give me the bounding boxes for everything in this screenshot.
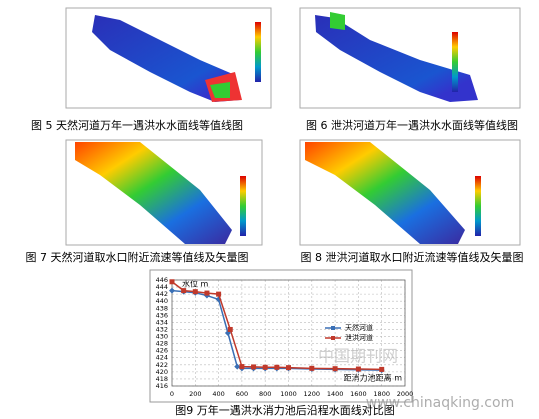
x-tick-label: 1000 <box>280 390 297 398</box>
y-tick-label: 424 <box>156 354 168 362</box>
point <box>234 363 241 370</box>
legend-label: 天然河道 <box>345 323 373 332</box>
y-tick-label: 432 <box>156 325 168 333</box>
legend-marker <box>331 336 335 340</box>
caption: 图 8 泄洪河道取水口附近流速等值线及矢量图 <box>301 250 524 264</box>
y-tick-label: 416 <box>156 382 168 390</box>
caption: 图 6 泄洪河道万年一遇洪水水面线等值线图 <box>306 118 518 132</box>
y-tick-label: 436 <box>156 311 168 319</box>
x-tick-label: 600 <box>236 390 248 398</box>
watermark: www.chinaqking.com <box>366 395 514 411</box>
y-tick-label: 428 <box>156 340 168 348</box>
x-tick-label: 800 <box>259 390 271 398</box>
point <box>262 364 268 370</box>
x-tick-label: 0 <box>170 390 174 398</box>
caption: 图 7 天然河道取水口附近流速等值线及矢量图 <box>26 250 249 264</box>
figure-7 <box>65 139 263 246</box>
watermark: 中国期刊网 <box>318 347 398 366</box>
x-tick-label: 1600 <box>350 390 367 398</box>
plot-area <box>171 279 406 387</box>
y-tick-label: 442 <box>156 290 168 298</box>
point <box>227 326 233 332</box>
point <box>181 288 187 294</box>
y-tick-label: 438 <box>156 304 168 312</box>
x-tick-label: 400 <box>212 390 224 398</box>
point <box>216 291 222 297</box>
point <box>274 364 280 370</box>
point <box>204 290 210 296</box>
y-tick-label: 434 <box>156 318 168 326</box>
point <box>192 289 198 295</box>
x-tick-label: 200 <box>189 390 201 398</box>
chart-title: 图9 万年一遇洪水消力池后沿程水面线对比图 <box>175 403 395 417</box>
point <box>379 366 385 372</box>
y-tick-label: 420 <box>156 368 168 376</box>
x-tick-label: 1400 <box>327 390 344 398</box>
point <box>332 366 338 372</box>
y-tick-label: 422 <box>156 361 168 369</box>
y-tick-label: 440 <box>156 297 168 305</box>
x-axis-label: 距消力池距离 m <box>344 373 403 383</box>
point <box>286 365 291 371</box>
x-tick-label: 1800 <box>373 390 390 398</box>
x-tick-label: 2000 <box>397 390 414 398</box>
figure-6 <box>299 7 521 109</box>
y-tick-label: 418 <box>156 375 168 383</box>
x-tick-label: 1200 <box>304 390 321 398</box>
y-tick-label: 444 <box>156 283 168 291</box>
caption: 图 5 天然河道万年一遇洪水水面线等值线图 <box>31 118 243 132</box>
legend-label: 泄洪河道 <box>345 333 373 342</box>
point <box>251 364 257 370</box>
point <box>355 366 361 372</box>
point <box>169 287 175 294</box>
point <box>239 364 245 370</box>
point <box>169 279 175 285</box>
figure-8 <box>299 139 521 246</box>
figure-5 <box>65 7 272 109</box>
y-axis-label: 水位 m <box>182 279 209 289</box>
legend-marker <box>331 326 335 330</box>
y-tick-label: 446 <box>156 276 168 284</box>
point <box>309 365 315 371</box>
y-tick-label: 426 <box>156 347 168 355</box>
y-tick-label: 430 <box>156 333 168 341</box>
